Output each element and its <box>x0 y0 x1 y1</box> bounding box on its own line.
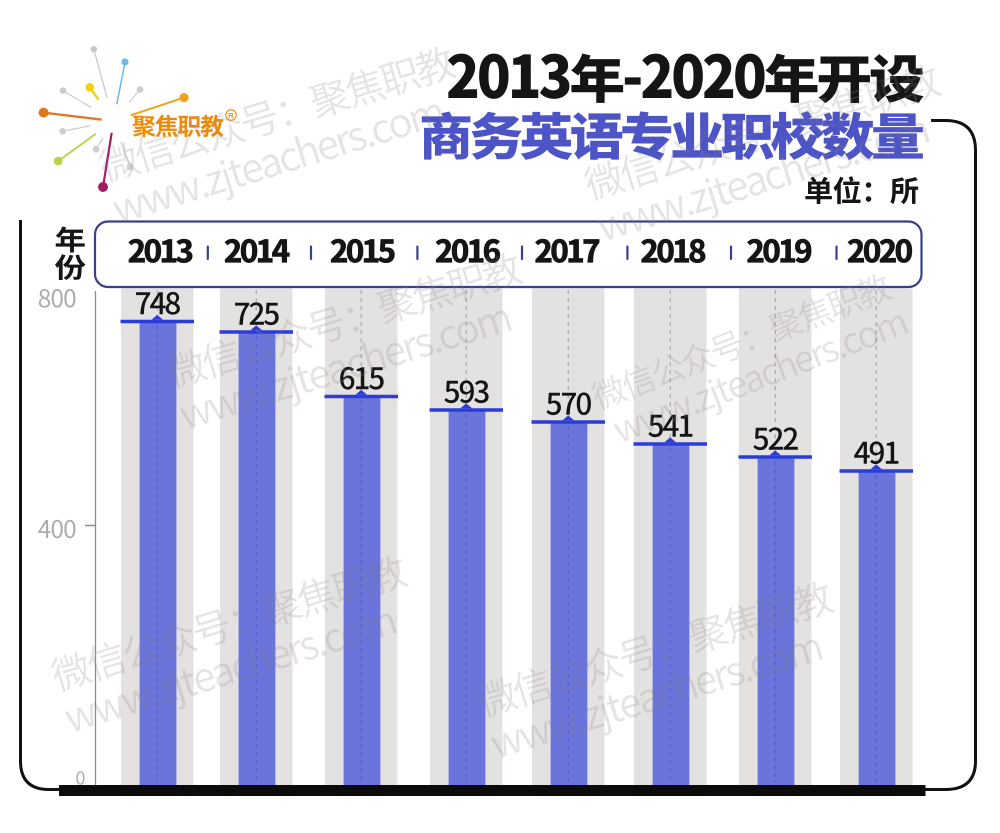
svg-text:R: R <box>228 111 234 120</box>
